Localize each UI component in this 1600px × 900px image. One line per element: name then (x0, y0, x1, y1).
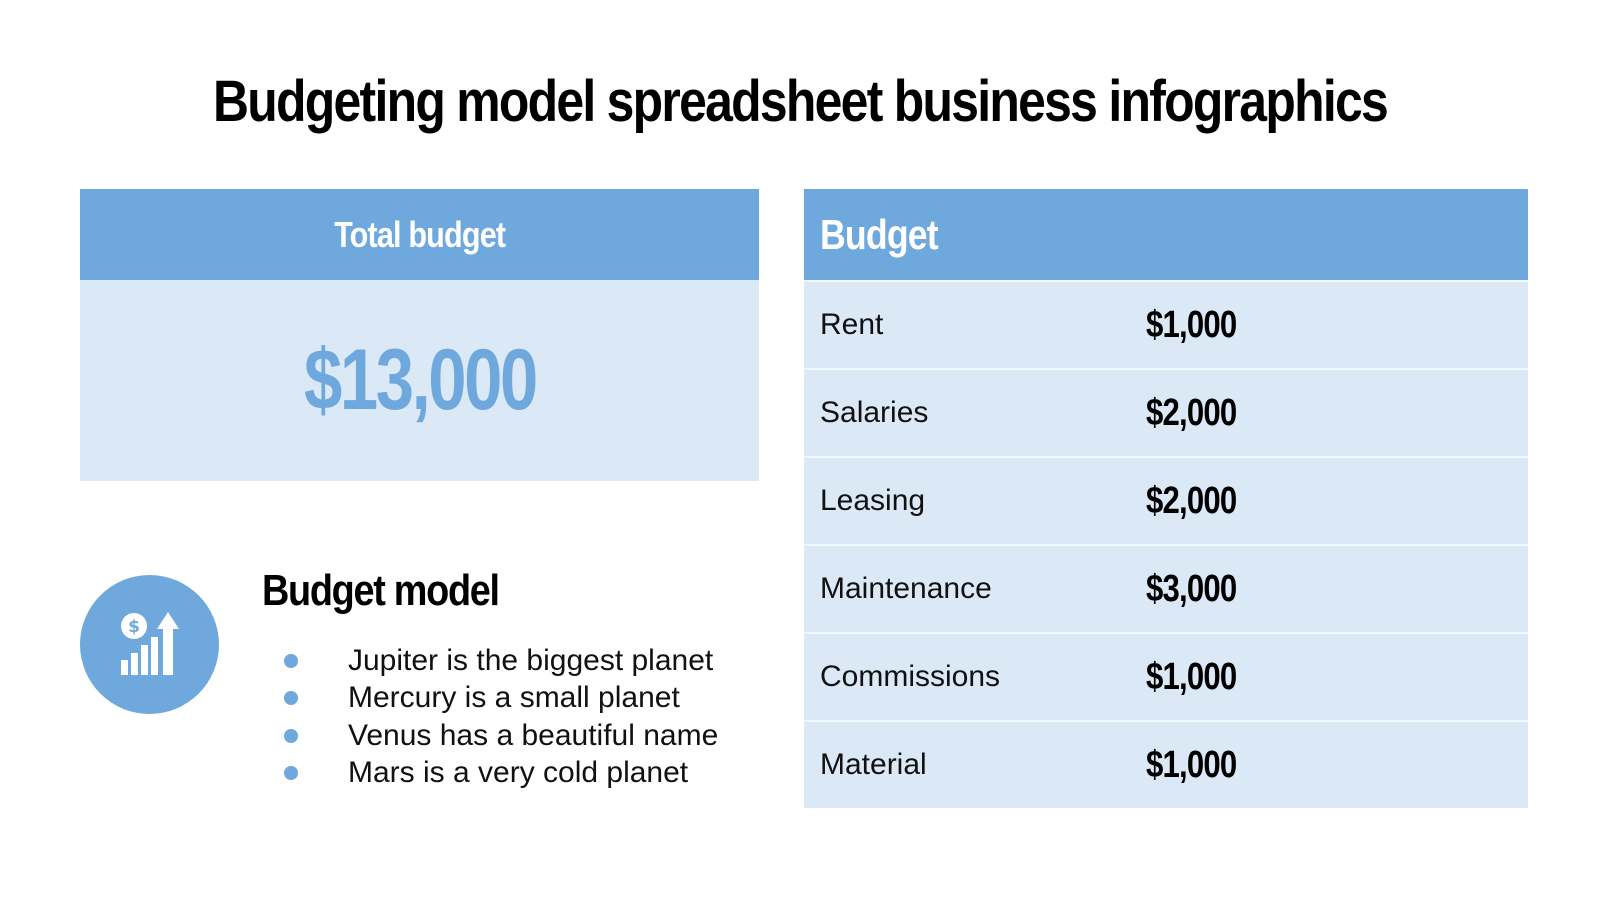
row-value: $1,000 (1146, 655, 1237, 698)
total-budget-body: $13,000 (80, 280, 759, 481)
page-title: Budgeting model spreadsheet business inf… (212, 69, 1389, 134)
table-row: Maintenance $3,000 (804, 544, 1528, 632)
bullet-dot-icon (284, 728, 298, 743)
table-row: Rent $1,000 (804, 280, 1528, 368)
row-label: Maintenance (820, 572, 992, 605)
total-budget-card: Total budget $13,000 (80, 189, 759, 481)
money-growth-chart-icon: $ (80, 575, 219, 714)
budget-model-title: Budget model (262, 566, 500, 615)
row-value: $1,000 (1146, 303, 1237, 346)
table-row: Material $1,000 (804, 720, 1528, 808)
bullet-dot-icon (284, 691, 298, 706)
table-row: Leasing $2,000 (804, 456, 1528, 544)
bullet-item: Jupiter is the biggest planet (280, 642, 718, 680)
table-row: Salaries $2,000 (804, 368, 1528, 456)
row-value: $1,000 (1146, 743, 1237, 786)
row-label: Salaries (820, 396, 929, 429)
table-row: Commissions $1,000 (804, 632, 1528, 720)
bullet-dot-icon (284, 653, 298, 668)
row-label: Material (820, 748, 927, 781)
row-value: $3,000 (1146, 567, 1237, 610)
total-budget-label: Total budget (333, 213, 506, 255)
row-label: Rent (820, 308, 884, 341)
budget-model-bullet-list: Jupiter is the biggest planet Mercury is… (280, 642, 718, 792)
bullet-item: Venus has a beautiful name (280, 717, 718, 755)
row-label: Commissions (820, 660, 1001, 693)
budget-table: Budget Rent $1,000 Salaries $2,000 Leasi… (804, 189, 1528, 808)
row-value: $2,000 (1146, 391, 1237, 434)
row-value: $2,000 (1146, 479, 1237, 522)
budget-table-header: Budget (804, 189, 1528, 280)
svg-text:$: $ (128, 617, 140, 637)
total-budget-amount: $13,000 (303, 332, 538, 428)
bullet-item: Mercury is a small planet (280, 680, 718, 718)
bullet-dot-icon (284, 766, 298, 781)
bullet-item: Mars is a very cold planet (280, 755, 718, 793)
total-budget-header: Total budget (80, 189, 759, 280)
row-label: Leasing (820, 484, 926, 517)
